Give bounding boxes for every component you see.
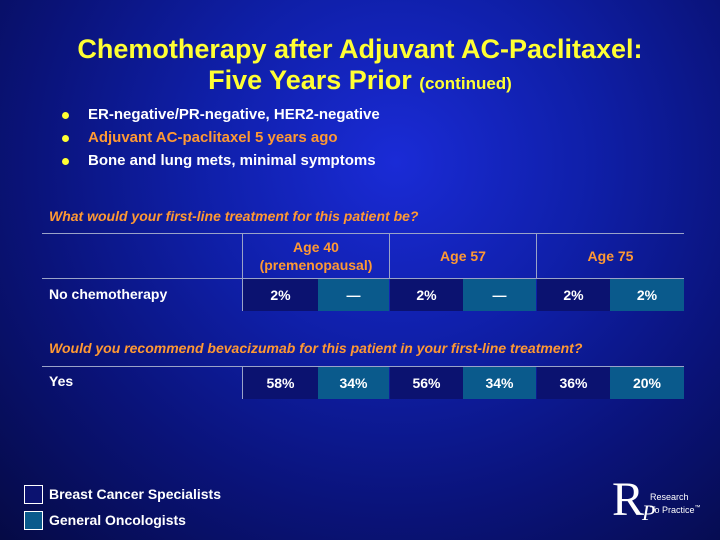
title-main: Five Years Prior: [208, 65, 412, 95]
cell-yes-age40-breast: 58%: [243, 367, 318, 399]
bullet-item: Bone and lung mets, minimal symptoms: [62, 151, 380, 174]
bullet-item: ER-negative/PR-negative, HER2-negative: [62, 105, 380, 128]
bullet-list: ER-negative/PR-negative, HER2-negative A…: [62, 105, 380, 174]
legend-label-general: General Oncologists: [49, 512, 186, 528]
cell-no-chemo-age75-breast: 2%: [537, 279, 610, 311]
title-continued: (continued): [419, 74, 512, 93]
research-to-practice-logo: R P Research To Practice™: [612, 473, 712, 528]
legend-swatch-general: [24, 511, 43, 530]
cell-no-chemo-age75-general: 2%: [610, 279, 684, 311]
table-divider: [42, 366, 684, 367]
cell-no-chemo-age57-general: —: [463, 279, 536, 311]
cell-no-chemo-age40-breast: 2%: [243, 279, 318, 311]
bullet-item: Adjuvant AC-paclitaxel 5 years ago: [62, 128, 380, 151]
header-age-57: Age 57: [440, 248, 486, 264]
table-divider: [42, 278, 684, 279]
header-age-75: Age 75: [587, 248, 634, 264]
table-divider: [42, 233, 684, 234]
cell-yes-age75-breast: 36%: [537, 367, 610, 399]
logo-text: Research To Practice™: [650, 492, 701, 515]
cell-no-chemo-age40-general: —: [318, 279, 389, 311]
question-2: Would you recommend bevacizumab for this…: [49, 340, 583, 356]
bullet-dot-icon: [62, 112, 69, 119]
legend-label-breast: Breast Cancer Specialists: [49, 486, 221, 502]
table-divider: [536, 233, 537, 278]
row-label-yes: Yes: [49, 373, 74, 389]
bullet-dot-icon: [62, 158, 69, 165]
bullet-dot-icon: [62, 135, 69, 142]
table-divider: [242, 366, 243, 399]
cell-yes-age75-general: 20%: [610, 367, 684, 399]
cell-yes-age57-general: 34%: [463, 367, 536, 399]
logo-letter-r: R: [612, 473, 645, 526]
table-divider: [242, 233, 243, 311]
slide-title: Chemotherapy after Adjuvant AC-Paclitaxe…: [0, 34, 720, 99]
title-line-1: Chemotherapy after Adjuvant AC-Paclitaxe…: [77, 34, 643, 64]
cell-yes-age57-breast: 56%: [390, 367, 463, 399]
cell-no-chemo-age57-breast: 2%: [390, 279, 463, 311]
header-age-40: Age 40 (premenopausal): [259, 239, 373, 273]
legend-swatch-breast: [24, 485, 43, 504]
table-divider: [389, 233, 390, 278]
cell-yes-age40-general: 34%: [318, 367, 389, 399]
title-line-2: Five Years Prior (continued): [0, 65, 720, 99]
question-1: What would your first-line treatment for…: [49, 208, 419, 224]
row-label-no-chemotherapy: No chemotherapy: [49, 286, 168, 302]
logo-letter-p: P: [642, 500, 656, 525]
